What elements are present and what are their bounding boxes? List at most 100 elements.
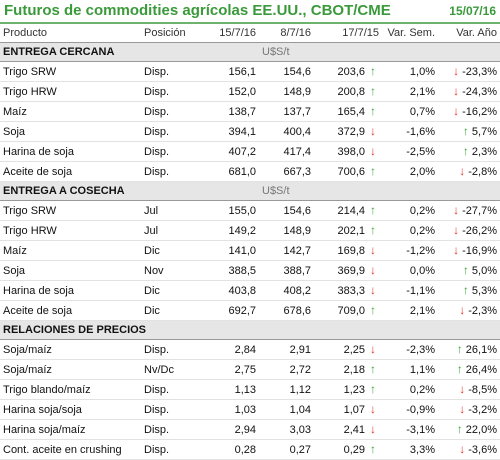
yearly-change-cell: ↓ -26,2% [438, 220, 500, 241]
arrow-down-icon: ↓ [453, 223, 460, 237]
value-date2-cell: 148,9 [259, 220, 314, 241]
prices-table-body: Producto Posición 15/7/16 8/7/16 17/7/15… [0, 24, 500, 460]
yearly-change: -16,9% [462, 245, 497, 257]
value-date3-cell: 214,4 ↑ [314, 200, 382, 221]
value-date1-cell: 152,0 [205, 81, 259, 102]
yearly-change: -24,3% [462, 86, 497, 98]
position-cell: Disp. [141, 439, 205, 460]
col-header-date1: 15/7/16 [205, 24, 259, 43]
value-date3-cell: 200,8 ↑ [314, 81, 382, 102]
value-date3: 203,6 [337, 66, 365, 78]
value-date3: 169,8 [337, 245, 365, 257]
yearly-change: 5,0% [471, 265, 497, 277]
product-cell: Harina de soja [0, 141, 141, 162]
arrow-down-icon: ↓ [453, 64, 460, 78]
product-cell: Harina soja/maíz [0, 419, 141, 440]
weekly-change-cell: 0,0% [382, 260, 438, 281]
col-header-weekly-change: Var. Sem. [382, 24, 438, 43]
arrow-up-icon: ↑ [462, 283, 469, 297]
value-date2-cell: 2,91 [259, 339, 314, 360]
value-date2-cell: 678,6 [259, 300, 314, 321]
weekly-change-cell: -1,1% [382, 280, 438, 301]
yearly-change-cell: ↓ -23,3% [438, 61, 500, 82]
table-row: Soja Nov 388,5 388,7 369,9 ↓ 0,0% ↑ 5,0% [0, 260, 500, 281]
table-row: Harina de soja Disp. 407,2 417,4 398,0 ↓ -2,5%… [0, 141, 500, 162]
value-date1-cell: 403,8 [205, 280, 259, 301]
yearly-change-cell: ↓ -16,9% [438, 240, 500, 261]
arrow-up-icon: ↑ [370, 362, 376, 376]
table-row: Harina de soja Dic 403,8 408,2 383,3 ↓ -1,1% ↑ 5… [0, 280, 500, 301]
position-cell: Disp. [141, 161, 205, 182]
product-cell: Harina de soja [0, 280, 141, 301]
value-date3: 2,41 [343, 424, 365, 436]
section-title: ENTREGA CERCANA [0, 42, 259, 62]
value-date3: 1,07 [343, 404, 365, 416]
position-cell: Disp. [141, 61, 205, 82]
yearly-change-cell: ↑ 2,3% [438, 141, 500, 162]
section-unit: U$S/t [259, 181, 500, 201]
yearly-change: 26,4% [465, 364, 497, 376]
weekly-change-cell: 2,0% [382, 161, 438, 182]
weekly-change-cell: 1,1% [382, 359, 438, 380]
table-row: Maíz Dic 141,0 142,7 169,8 ↓ -1,2% ↓ -16,9% [0, 240, 500, 261]
table-row: Aceite de soja Disp. 681,0 667,3 700,6 ↑ 2,0% ↓… [0, 161, 500, 182]
product-cell: Maíz [0, 240, 141, 261]
value-date2-cell: 1,12 [259, 379, 314, 400]
value-date3-cell: 203,6 ↑ [314, 61, 382, 82]
arrow-down-icon: ↓ [370, 283, 376, 297]
position-cell: Disp. [141, 379, 205, 400]
value-date3-cell: 383,3 ↓ [314, 280, 382, 301]
value-date3: 165,4 [337, 106, 365, 118]
value-date3: 369,9 [337, 265, 365, 277]
weekly-change-cell: -1,2% [382, 240, 438, 261]
yearly-change-cell: ↑ 26,4% [438, 359, 500, 380]
yearly-change-cell: ↑ 22,0% [438, 419, 500, 440]
weekly-change-cell: 0,2% [382, 379, 438, 400]
value-date3: 200,8 [337, 86, 365, 98]
yearly-change-cell: ↑ 5,3% [438, 280, 500, 301]
value-date1-cell: 2,75 [205, 359, 259, 380]
value-date3: 1,23 [343, 384, 365, 396]
value-date3-cell: 1,23 ↑ [314, 379, 382, 400]
yearly-change: 26,1% [465, 344, 497, 356]
arrow-down-icon: ↓ [370, 124, 376, 138]
arrow-up-icon: ↑ [370, 303, 376, 317]
value-date1-cell: 388,5 [205, 260, 259, 281]
table-row: Trigo SRW Jul 155,0 154,6 214,4 ↑ 0,2% ↓ -27,7% [0, 200, 500, 221]
weekly-change-cell: -1,6% [382, 121, 438, 142]
col-header-date3: 17/7/15 [314, 24, 382, 43]
value-date3-cell: 2,41 ↓ [314, 419, 382, 440]
arrow-up-icon: ↑ [456, 362, 463, 376]
value-date1-cell: 141,0 [205, 240, 259, 261]
value-date3: 2,25 [343, 344, 365, 356]
section-unit: U$S/t [259, 42, 500, 62]
arrow-down-icon: ↓ [370, 402, 376, 416]
value-date2-cell: 0,27 [259, 439, 314, 460]
product-cell: Trigo HRW [0, 220, 141, 241]
yearly-change: 5,7% [471, 126, 497, 138]
arrow-up-icon: ↑ [370, 64, 376, 78]
arrow-down-icon: ↓ [459, 164, 466, 178]
value-date3: 372,9 [337, 126, 365, 138]
arrow-up-icon: ↑ [370, 382, 376, 396]
yearly-change: 5,3% [471, 285, 497, 297]
product-cell: Trigo SRW [0, 61, 141, 82]
value-date3: 202,1 [337, 225, 365, 237]
value-date3: 709,0 [337, 305, 365, 317]
col-header-date2: 8/7/16 [259, 24, 314, 43]
weekly-change-cell: 1,0% [382, 61, 438, 82]
arrow-down-icon: ↓ [453, 104, 460, 118]
section-title: RELACIONES DE PRECIOS [0, 320, 259, 340]
value-date2-cell: 417,4 [259, 141, 314, 162]
value-date3-cell: 700,6 ↑ [314, 161, 382, 182]
table-row: Trigo HRW Jul 149,2 148,9 202,1 ↑ 0,2% ↓ -26,2% [0, 220, 500, 241]
arrow-up-icon: ↑ [462, 124, 469, 138]
value-date2-cell: 148,9 [259, 81, 314, 102]
product-cell: Harina soja/soja [0, 399, 141, 420]
col-header-product: Producto [0, 24, 141, 43]
value-date1-cell: 1,03 [205, 399, 259, 420]
arrow-down-icon: ↓ [459, 442, 466, 456]
yearly-change-cell: ↓ -3,6% [438, 439, 500, 460]
yearly-change: -23,3% [462, 66, 497, 78]
